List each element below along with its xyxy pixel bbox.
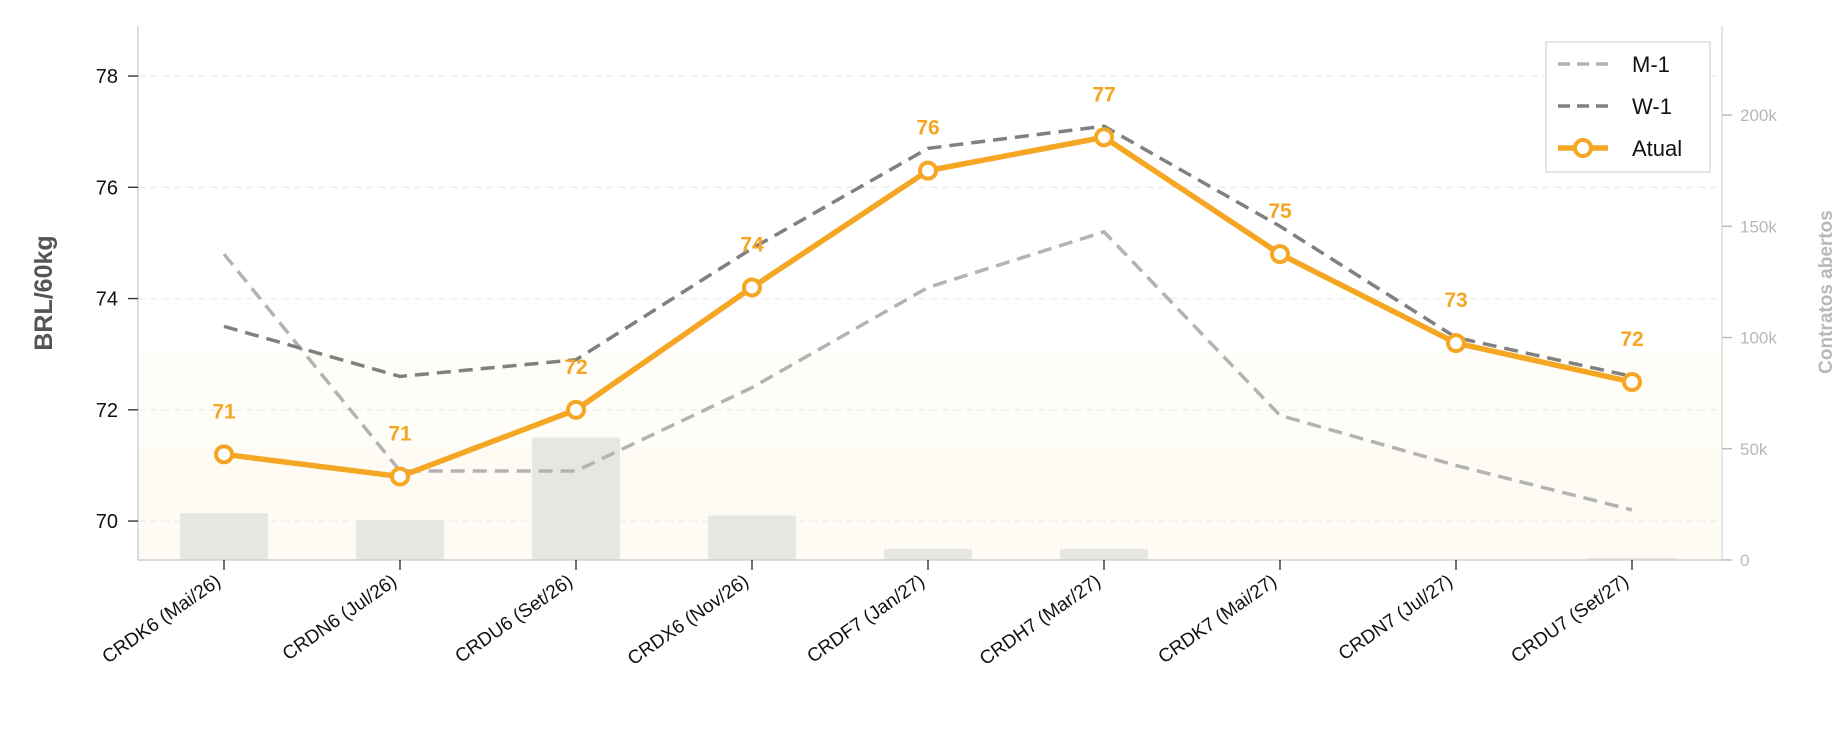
data-label: 75 [1268,200,1292,223]
data-label: 71 [388,423,412,446]
data-label: 77 [1092,83,1115,106]
data-point [918,160,938,181]
range-shade-upper [138,354,1722,446]
legend-marker [1573,138,1593,158]
open-interest-bar [708,515,796,560]
y2-tick-label: 50k [1740,440,1768,459]
open-interest-bar [884,548,972,560]
data-point [390,466,410,487]
y-tick-label: 78 [96,66,118,88]
y2-tick-label: 150k [1740,217,1777,236]
series-line-m-1 [222,230,1633,512]
y2-tick-label: 100k [1740,329,1777,348]
y2-axis-title: Contratos abertos [1816,210,1837,374]
open-interest-bar [356,519,444,560]
data-label: 71 [212,400,236,423]
data-label: 72 [1620,328,1643,351]
y-axis-title: BRL/60kg [30,235,58,350]
legend-label: M-1 [1632,52,1670,77]
x-tick-label: CRDN7 (Jul/27) [1335,571,1457,665]
y-tick-label: 74 [96,289,118,311]
x-tick-label: CRDF7 (Jan/27) [804,571,929,668]
open-interest-bar [180,513,268,560]
open-interest-bar [1060,548,1148,560]
x-tick-label: CRDU6 (Set/26) [452,571,577,668]
data-point [1622,372,1642,392]
open-interest-bar [1588,557,1676,560]
x-tick-label: CRDK6 (Mai/26) [99,571,225,668]
data-point [566,399,586,420]
data-label: 74 [740,233,764,256]
series-line-w-1 [223,124,1633,379]
x-tick-label: CRDN6 (Jul/26) [279,571,401,665]
y-tick-label: 76 [96,177,118,199]
data-label: 76 [916,117,939,140]
y-tick-label: 72 [96,400,118,422]
x-tick-label: CRDK7 (Mai/27) [1155,571,1281,668]
y2-tick-label: 200k [1740,106,1777,125]
data-point [1270,244,1290,265]
x-tick-label: CRDU7 (Set/27) [1508,571,1633,668]
data-point [1094,127,1114,148]
data-label: 72 [564,356,587,379]
y-tick-label: 70 [96,511,118,533]
x-tick-label: CRDX6 (Nov/26) [624,571,753,670]
y2-tick-label: 0 [1740,551,1749,570]
data-label: 73 [1444,289,1467,312]
legend-box [1545,41,1711,173]
data-point [214,444,234,465]
legend-label: W-1 [1632,94,1672,119]
x-tick-label: CRDH7 (Mar/27) [976,571,1105,670]
data-point [1446,333,1466,354]
legend-label: Atual [1632,136,1682,161]
data-point [742,277,762,298]
